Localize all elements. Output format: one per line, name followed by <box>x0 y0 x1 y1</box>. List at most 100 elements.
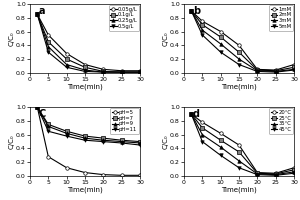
3mM <box>200 29 204 31</box>
35°C <box>274 173 278 176</box>
1mM <box>237 44 241 46</box>
pH=9 <box>35 106 39 108</box>
5mM <box>190 10 193 12</box>
0.5g/L <box>120 71 124 73</box>
pH=11 <box>83 139 87 141</box>
0.05g/L <box>138 70 142 72</box>
pH=9 <box>83 137 87 139</box>
pH=11 <box>35 106 39 108</box>
0.05g/L <box>120 70 124 72</box>
Text: d: d <box>193 109 200 119</box>
pH=7 <box>83 135 87 137</box>
1mM <box>274 69 278 71</box>
0.25g/L <box>35 13 39 16</box>
20°C <box>190 113 193 115</box>
pH=7 <box>35 106 39 108</box>
20°C <box>256 171 259 174</box>
2mM <box>190 10 193 12</box>
Y-axis label: C/C₀: C/C₀ <box>9 31 15 46</box>
X-axis label: Time(min): Time(min) <box>221 83 257 90</box>
35°C <box>256 173 259 175</box>
0.1g/L <box>120 71 124 73</box>
Line: 20°C: 20°C <box>190 112 296 175</box>
X-axis label: Time(min): Time(min) <box>67 187 103 193</box>
Line: 0.05g/L: 0.05g/L <box>36 13 142 72</box>
2mM <box>274 70 278 72</box>
1mM <box>219 30 223 33</box>
Line: pH=9: pH=9 <box>36 105 142 145</box>
pH=9 <box>65 132 68 135</box>
20°C <box>292 167 296 169</box>
20°C <box>237 144 241 146</box>
1mM <box>200 20 204 22</box>
3mM <box>237 58 241 60</box>
0.25g/L <box>101 71 105 73</box>
0.25g/L <box>138 71 142 73</box>
0.1g/L <box>46 41 50 43</box>
pH=11 <box>46 130 50 132</box>
Y-axis label: C/C₀: C/C₀ <box>9 134 15 149</box>
pH=9 <box>46 125 50 128</box>
pH=5 <box>138 174 142 177</box>
45°C <box>200 140 204 143</box>
25°C <box>256 172 259 174</box>
35°C <box>237 160 241 162</box>
pH=7 <box>65 130 68 132</box>
Legend: 1mM, 2mM, 3mM, 5mM: 1mM, 2mM, 3mM, 5mM <box>269 5 293 31</box>
35°C <box>219 146 223 148</box>
2mM <box>292 66 296 68</box>
pH=11 <box>101 140 105 143</box>
0.25g/L <box>83 69 87 71</box>
1mM <box>256 68 259 71</box>
0.05g/L <box>83 63 87 66</box>
Y-axis label: C/C₀: C/C₀ <box>163 31 169 46</box>
pH=9 <box>120 140 124 143</box>
pH=5 <box>101 173 105 176</box>
3mM <box>274 70 278 73</box>
2mM <box>237 51 241 53</box>
35°C <box>200 134 204 136</box>
pH=11 <box>65 135 68 137</box>
0.25g/L <box>120 71 124 73</box>
Line: pH=5: pH=5 <box>36 105 142 177</box>
Line: pH=11: pH=11 <box>36 105 142 147</box>
5mM <box>200 34 204 36</box>
5mM <box>292 69 296 71</box>
Legend: pH=5, pH=7, pH=9, pH=11: pH=5, pH=7, pH=9, pH=11 <box>110 108 139 134</box>
pH=7 <box>120 139 124 141</box>
25°C <box>274 173 278 175</box>
Legend: 20°C, 25°C, 35°C, 45°C: 20°C, 25°C, 35°C, 45°C <box>269 108 293 134</box>
0.5g/L <box>101 71 105 73</box>
3mM <box>256 70 259 72</box>
X-axis label: Time(min): Time(min) <box>221 187 257 193</box>
pH=7 <box>138 140 142 143</box>
Y-axis label: C/C₀: C/C₀ <box>163 134 169 149</box>
20°C <box>219 132 223 135</box>
pH=9 <box>101 139 105 141</box>
pH=11 <box>120 142 124 144</box>
0.05g/L <box>35 13 39 16</box>
0.1g/L <box>35 13 39 16</box>
0.5g/L <box>46 51 50 53</box>
0.5g/L <box>35 13 39 16</box>
3mM <box>190 10 193 12</box>
Text: a: a <box>39 6 45 16</box>
0.5g/L <box>83 70 87 73</box>
1mM <box>292 63 296 66</box>
45°C <box>237 167 241 169</box>
0.1g/L <box>83 66 87 68</box>
45°C <box>274 174 278 177</box>
Line: 1mM: 1mM <box>190 9 296 72</box>
5mM <box>219 51 223 53</box>
45°C <box>292 172 296 174</box>
3mM <box>219 43 223 45</box>
pH=11 <box>138 144 142 146</box>
2mM <box>200 23 204 26</box>
0.1g/L <box>138 71 142 73</box>
Line: 3mM: 3mM <box>190 9 296 73</box>
5mM <box>256 70 259 73</box>
Line: 35°C: 35°C <box>190 112 296 176</box>
25°C <box>292 169 296 171</box>
5mM <box>237 63 241 66</box>
35°C <box>190 113 193 115</box>
